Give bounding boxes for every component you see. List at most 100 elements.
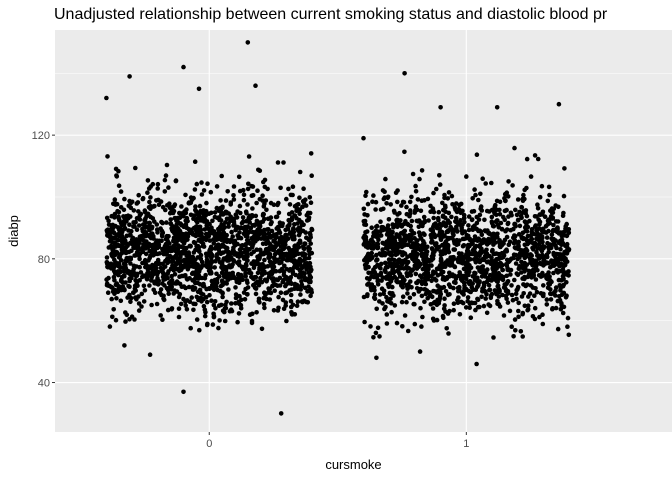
data-point: [209, 252, 215, 258]
data-point: [253, 213, 259, 219]
data-point: [193, 280, 198, 286]
data-point: [114, 201, 120, 207]
data-point: [374, 257, 380, 262]
data-point: [214, 184, 220, 189]
data-point: [452, 205, 458, 210]
data-point: [260, 193, 265, 198]
data-point: [389, 232, 394, 238]
data-point: [172, 215, 178, 221]
data-point: [236, 273, 242, 279]
data-point: [147, 283, 152, 288]
data-point: [141, 299, 147, 304]
data-point: [197, 233, 202, 238]
data-point: [473, 255, 479, 260]
data-point: [464, 269, 469, 275]
data-point: [377, 265, 382, 270]
data-point: [194, 181, 200, 187]
data-point: [190, 284, 196, 290]
data-point: [249, 318, 255, 324]
data-point: [212, 265, 217, 270]
data-point-outlier: [556, 101, 562, 107]
data-point: [503, 287, 509, 293]
data-point: [245, 285, 251, 290]
data-point: [254, 247, 259, 252]
data-point: [468, 315, 474, 321]
data-point: [404, 264, 409, 269]
data-point: [179, 222, 184, 228]
data-point: [550, 306, 555, 311]
data-point: [534, 214, 539, 219]
data-point: [392, 303, 398, 308]
data-point: [507, 239, 513, 245]
data-point: [364, 189, 369, 195]
data-point: [278, 239, 284, 245]
data-point: [447, 270, 452, 276]
data-point: [188, 244, 193, 249]
data-point: [211, 241, 217, 246]
data-point: [137, 213, 143, 218]
data-point: [460, 243, 466, 249]
data-point: [290, 184, 296, 189]
data-point: [303, 203, 309, 208]
data-point: [250, 193, 256, 198]
data-point: [490, 265, 496, 271]
data-point: [298, 292, 303, 297]
data-point: [222, 318, 228, 324]
data-point: [272, 288, 278, 294]
data-point: [277, 283, 283, 288]
data-point: [362, 319, 367, 325]
data-point: [290, 271, 296, 276]
data-point: [566, 247, 572, 252]
data-point: [545, 198, 551, 204]
data-point: [199, 299, 204, 304]
data-point: [520, 311, 525, 317]
data-point: [458, 272, 463, 278]
data-point: [243, 233, 249, 239]
data-point: [257, 196, 263, 202]
data-point: [247, 229, 252, 235]
data-point: [439, 262, 445, 268]
data-point: [110, 248, 116, 253]
data-point: [437, 221, 443, 227]
data-point: [387, 290, 393, 296]
data-point: [484, 208, 490, 214]
data-point: [230, 234, 235, 239]
data-point: [198, 218, 204, 223]
data-point: [280, 297, 286, 303]
data-point: [148, 184, 153, 189]
data-point: [431, 215, 437, 221]
data-point: [286, 211, 292, 217]
data-point: [498, 220, 504, 226]
data-point-outlier: [147, 352, 153, 358]
data-point: [156, 242, 162, 247]
data-point: [156, 202, 162, 207]
data-point: [477, 212, 483, 218]
data-point: [231, 245, 236, 250]
data-point: [257, 267, 262, 272]
data-point: [226, 287, 231, 292]
data-point: [362, 222, 367, 227]
data-point: [116, 168, 121, 174]
data-point: [434, 246, 440, 252]
data-point: [163, 173, 169, 178]
data-point: [155, 181, 161, 187]
data-point: [239, 220, 245, 226]
data-point: [138, 270, 144, 275]
data-point: [385, 223, 391, 228]
data-point: [398, 218, 403, 223]
data-point: [174, 222, 179, 227]
data-point: [544, 276, 550, 282]
data-point: [508, 210, 514, 216]
data-point: [309, 173, 315, 178]
data-point: [271, 308, 277, 313]
data-point: [300, 265, 305, 271]
data-point: [564, 280, 569, 285]
data-point: [504, 273, 510, 279]
data-point: [513, 291, 519, 297]
data-point: [560, 310, 566, 316]
data-point: [254, 200, 259, 206]
data-point: [428, 209, 433, 214]
data-point: [444, 326, 450, 331]
data-point: [553, 288, 558, 294]
data-point: [240, 267, 246, 272]
